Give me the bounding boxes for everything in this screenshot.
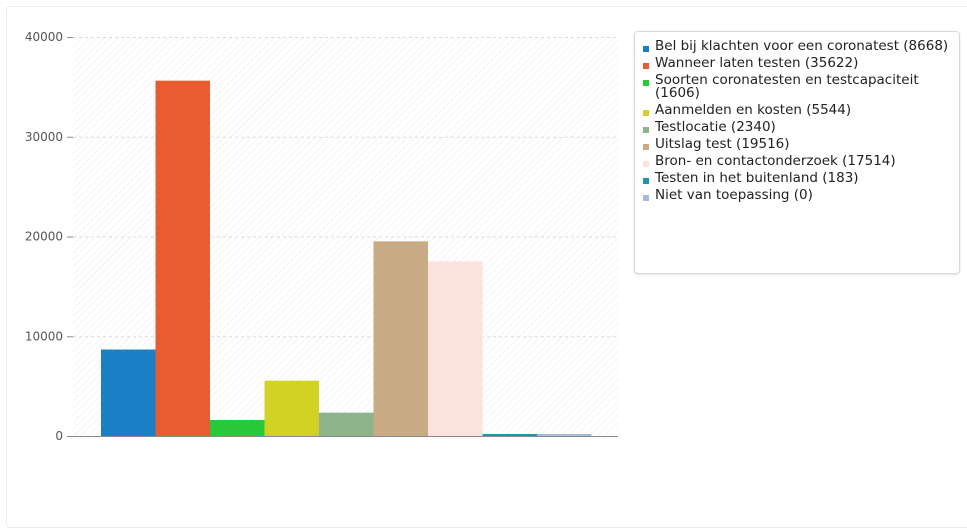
legend-item[interactable]: Niet van toepassing (0) (643, 187, 955, 203)
bar-7[interactable] (428, 261, 483, 436)
legend-item[interactable]: Soorten coronatesten en testcapaciteit (… (643, 72, 955, 101)
bar-9[interactable] (537, 434, 592, 436)
legend-label: Bron- en contactonderzoek (17514) (655, 153, 896, 169)
y-tick-label: 20000 (25, 230, 63, 244)
y-tick-label: 10000 (25, 329, 63, 343)
legend-item[interactable]: Aanmelden en kosten (5544) (643, 102, 955, 118)
legend-item[interactable]: Uitslag test (19516) (643, 136, 955, 152)
legend-label: Aanmelden en kosten (5544) (655, 102, 852, 118)
legend-label: Bel bij klachten voor een coronatest (86… (655, 38, 949, 54)
legend-swatch (643, 178, 649, 184)
bar-5[interactable] (319, 412, 374, 436)
legend-swatch (643, 80, 649, 86)
legend-item[interactable]: Testlocatie (2340) (643, 119, 955, 135)
legend-label: Testen in het buitenland (183) (655, 170, 859, 186)
legend-swatch (643, 46, 649, 52)
y-tick-label: 30000 (25, 130, 63, 144)
legend-swatch (643, 110, 649, 116)
bar-1[interactable] (101, 349, 156, 436)
y-axis-ticks: 0 10000 20000 30000 40000 (25, 30, 73, 443)
bar-4[interactable] (264, 380, 320, 436)
legend-item[interactable]: Bel bij klachten voor een coronatest (86… (643, 38, 955, 54)
legend-swatch (643, 195, 649, 201)
bar-8[interactable] (482, 434, 538, 436)
legend-label: Soorten coronatesten en testcapaciteit (… (655, 72, 919, 101)
legend-item[interactable]: Bron- en contactonderzoek (17514) (643, 153, 955, 169)
y-tick-label: 0 (55, 429, 63, 443)
bars (101, 80, 592, 437)
legend-label: Uitslag test (19516) (655, 136, 790, 152)
y-tick-label: 40000 (25, 30, 63, 44)
legend-item[interactable]: Wanneer laten testen (35622) (643, 55, 955, 71)
legend-swatch (643, 161, 649, 167)
bar-chart: 0 10000 20000 30000 40000 (25, 30, 618, 443)
legend-swatch (643, 63, 649, 69)
legend-item[interactable]: Testen in het buitenland (183) (643, 170, 955, 186)
chart-legend: Bel bij klachten voor een coronatest (86… (634, 31, 960, 274)
legend-swatch (643, 127, 649, 133)
legend-label: Testlocatie (2340) (655, 119, 776, 135)
legend-label: Niet van toepassing (0) (655, 187, 813, 203)
bar-2[interactable] (155, 80, 211, 437)
legend-swatch (643, 144, 649, 150)
bar-3[interactable] (210, 419, 265, 436)
bar-6[interactable] (373, 241, 429, 436)
legend-label: Wanneer laten testen (35622) (655, 55, 859, 71)
